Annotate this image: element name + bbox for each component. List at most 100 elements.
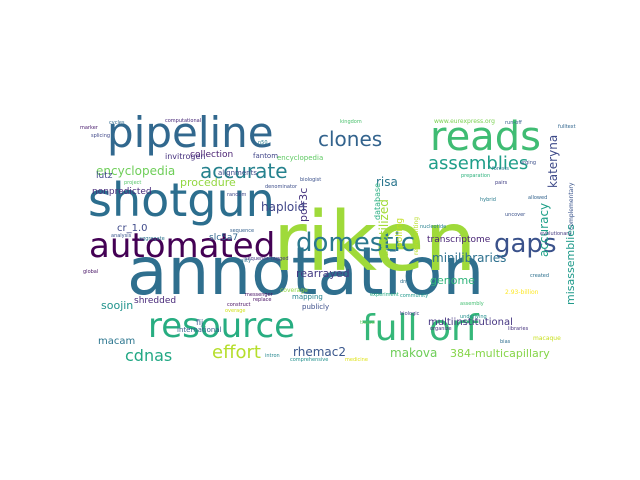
cloud-word: makova: [390, 346, 437, 360]
cloud-word: bias: [500, 339, 511, 345]
cloud-word: assembly: [460, 301, 484, 307]
cloud-word: urging: [520, 160, 536, 166]
cloud-word: overage: [225, 308, 245, 314]
cloud-word: full orf: [362, 308, 480, 349]
cloud-word: complementary: [568, 182, 575, 230]
cloud-word: experiment: [370, 292, 399, 298]
cloud-word: polr3c: [297, 188, 310, 222]
cloud-word: preparation: [461, 173, 490, 179]
cloud-word: domestic: [296, 228, 415, 258]
cloud-word: accurate: [200, 159, 288, 183]
cloud-word: mapping: [292, 293, 323, 301]
cloud-word: fij: [196, 318, 203, 327]
cloud-word: representing: [413, 217, 420, 255]
cloud-word: accuracy: [537, 203, 551, 257]
cloud-word: community: [400, 293, 428, 299]
cloud-word: multiinstitutional: [428, 317, 513, 328]
cloud-word: clones: [318, 127, 382, 151]
cloud-word: quality: [234, 258, 251, 264]
cloud-word: comprehensive: [290, 357, 328, 363]
cloud-word: pipeline: [107, 108, 274, 157]
cloud-word: messenger: [245, 292, 274, 298]
cloud-word: tissue: [360, 320, 375, 326]
cloud-word: genome: [430, 274, 475, 287]
cloud-word: misassemblies: [564, 224, 577, 305]
cloud-word: publicly: [302, 303, 329, 311]
cloud-word: risa: [376, 175, 398, 189]
cloud-word: fantom: [253, 152, 278, 160]
cloud-word: kateryna: [546, 135, 560, 188]
cloud-word: kingdom: [340, 119, 362, 125]
cloud-word: shredded: [134, 296, 176, 306]
cloud-word: resource: [148, 306, 295, 346]
cloud-word: minilibraries: [432, 251, 506, 265]
cloud-word: allowed: [528, 195, 547, 201]
cloud-word: macam: [98, 336, 135, 347]
cloud-word: 384-multicapillary: [450, 347, 550, 360]
cloud-word: evolutionary: [540, 231, 571, 237]
cloud-word: denominator: [265, 184, 298, 190]
cloud-word: alignments: [218, 169, 257, 177]
cloud-word: nonpredicted: [92, 187, 152, 197]
cloud-word: database: [373, 183, 382, 220]
cloud-word: automated: [89, 226, 275, 266]
cloud-word: medicine: [345, 357, 368, 363]
cloud-word: pairs: [495, 180, 508, 186]
cloud-word: assemblies: [428, 153, 528, 174]
cloud-word: created: [530, 273, 549, 279]
cloud-word: www.eurexpress.org: [434, 118, 495, 125]
cloud-word: cr_1.0: [117, 223, 148, 234]
cloud-word: transcriptome: [427, 235, 491, 245]
cloud-word: unutilized: [377, 199, 391, 258]
cloud-word: cycles: [109, 120, 125, 126]
cloud-word: marker: [80, 125, 99, 131]
cloud-word: lutz: [96, 171, 113, 181]
cloud-word: soojin: [101, 299, 133, 312]
cloud-word: dna: [400, 279, 409, 285]
cloud-word: 2.93-billion: [505, 289, 539, 296]
cloud-word: procedure: [180, 176, 236, 189]
cloud-word: gaps: [494, 229, 557, 259]
cloud-word: uncover: [505, 212, 526, 218]
cloud-word: hybrid: [480, 197, 496, 203]
cloud-word: collection: [190, 150, 233, 160]
cloud-word: underlying: [460, 314, 487, 320]
cloud-word: aggregate: [139, 236, 165, 242]
cloud-word: construct: [227, 302, 251, 308]
cloud-word: riken: [273, 195, 476, 290]
cloud-word: splicing: [91, 133, 110, 139]
cloud-word: biologist: [300, 177, 321, 183]
cloud-word: global: [83, 269, 98, 275]
cloud-word: organize: [430, 326, 452, 332]
cloud-word: analysis: [111, 233, 132, 239]
cloud-word: macaque: [533, 335, 561, 342]
cloud-word: cdnas: [125, 346, 172, 365]
cloud-word: shotgun: [88, 173, 275, 227]
cloud-word: sequence-tagged: [245, 256, 289, 262]
cloud-word: effort: [212, 342, 261, 363]
cloud-word: international: [177, 326, 222, 334]
cloud-word: invitrogen: [165, 152, 205, 161]
cloud-word: haploid: [261, 200, 305, 214]
cloud-word: annotation: [127, 233, 484, 310]
cloud-word: encyclopedia: [96, 164, 175, 178]
cloud-word: sequence: [230, 228, 254, 234]
cloud-word: slc5a7: [209, 233, 238, 243]
cloud-word: nucleotide: [420, 224, 446, 230]
cloud-word: polling: [395, 218, 405, 248]
cloud-word: fulltext: [558, 124, 576, 130]
cloud-word: project: [124, 180, 141, 186]
cloud-word: reads: [430, 114, 541, 160]
cloud-word: computational: [165, 118, 201, 124]
cloud-word: run-off: [505, 120, 522, 126]
cloud-word: intron: [265, 353, 280, 359]
cloud-word: replace: [253, 297, 271, 303]
cloud-word: n50: [258, 140, 268, 146]
cloud-word: rearrayed: [296, 267, 350, 280]
cloud-word: coverage: [280, 287, 308, 294]
cloud-word: encyclopedia: [277, 154, 323, 162]
cloud-word: rhemac2: [293, 345, 346, 359]
cloud-word: biologic: [400, 311, 420, 317]
cloud-word: libraries: [508, 326, 529, 332]
